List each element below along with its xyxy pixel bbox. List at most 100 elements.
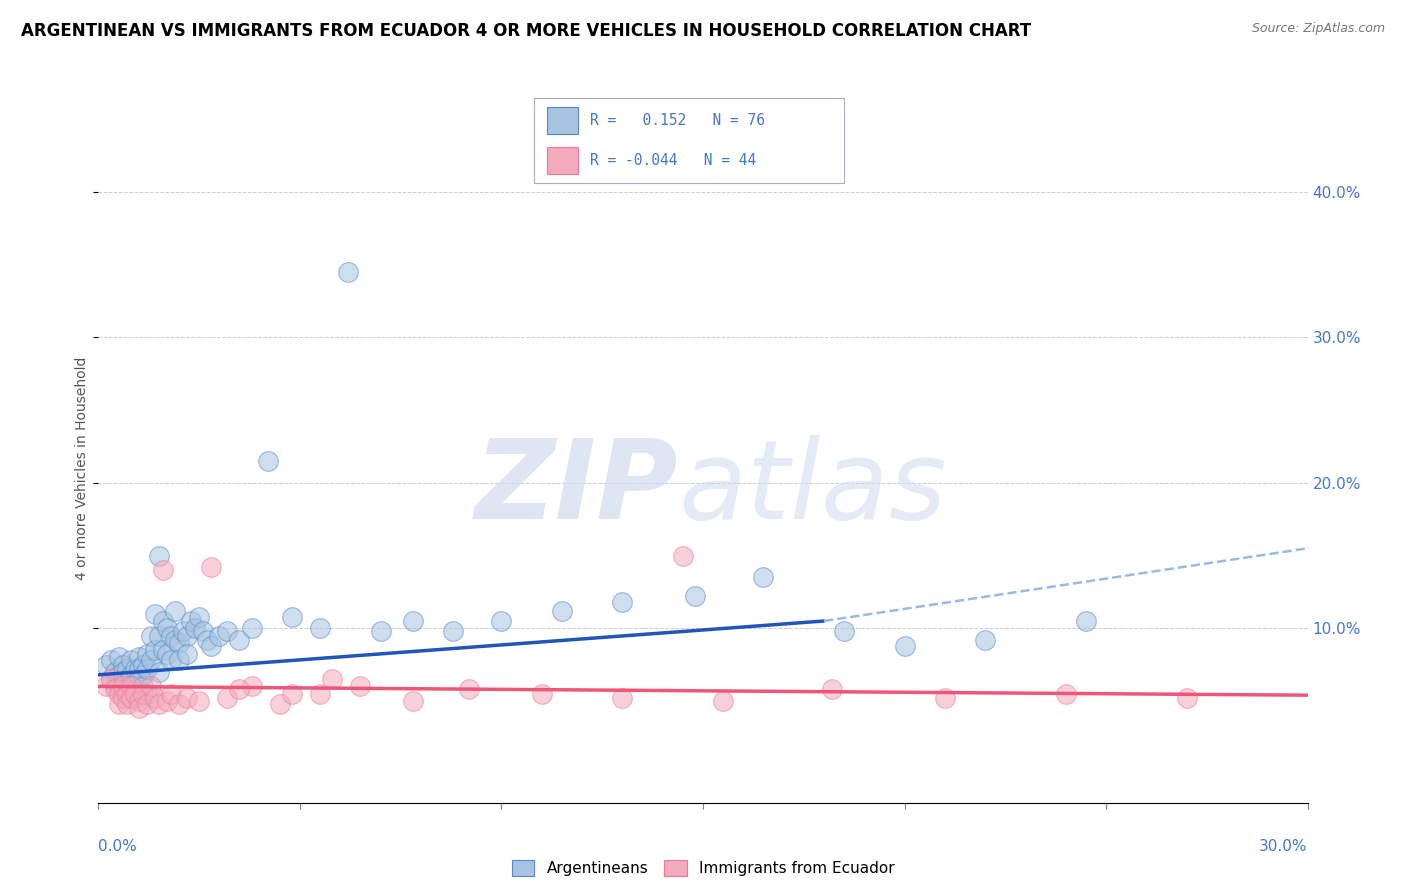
Point — [132, 680, 155, 694]
Point — [148, 549, 170, 563]
Point — [1175, 691, 1198, 706]
Point — [135, 697, 157, 711]
Point — [111, 682, 134, 697]
Point — [148, 697, 170, 711]
Point — [217, 691, 239, 706]
Point — [200, 639, 222, 653]
Point — [458, 682, 481, 697]
Point — [120, 682, 142, 697]
Point — [240, 680, 263, 694]
Point — [139, 628, 162, 642]
Point — [832, 624, 855, 639]
Point — [167, 653, 190, 667]
Point — [370, 624, 392, 639]
Point — [152, 563, 174, 577]
Point — [120, 691, 142, 706]
Point — [188, 694, 211, 708]
Point — [612, 691, 634, 706]
Point — [128, 687, 150, 701]
FancyBboxPatch shape — [547, 147, 578, 175]
Point — [893, 639, 915, 653]
Point — [128, 694, 150, 708]
Point — [200, 560, 222, 574]
Point — [128, 650, 150, 665]
Point — [208, 628, 231, 642]
Point — [228, 632, 250, 647]
Point — [176, 648, 198, 662]
Text: atlas: atlas — [679, 435, 948, 541]
Point — [217, 624, 239, 639]
Point — [1074, 614, 1097, 628]
Point — [683, 589, 706, 603]
Point — [156, 648, 179, 662]
Point — [281, 687, 304, 701]
Point — [167, 636, 190, 650]
Point — [115, 687, 138, 701]
Point — [96, 657, 118, 672]
Point — [143, 691, 166, 706]
Legend: Argentineans, Immigrants from Ecuador: Argentineans, Immigrants from Ecuador — [505, 854, 901, 882]
Point — [240, 621, 263, 635]
Point — [107, 650, 129, 665]
Point — [111, 680, 134, 694]
Point — [167, 697, 190, 711]
Point — [176, 691, 198, 706]
Text: Source: ZipAtlas.com: Source: ZipAtlas.com — [1251, 22, 1385, 36]
Point — [188, 609, 211, 624]
Point — [193, 624, 215, 639]
Point — [402, 614, 425, 628]
Point — [111, 665, 134, 679]
Point — [163, 632, 186, 647]
Point — [132, 687, 155, 701]
Point — [934, 691, 956, 706]
Point — [156, 694, 179, 708]
Point — [152, 614, 174, 628]
Point — [228, 682, 250, 697]
Point — [135, 687, 157, 701]
Point — [135, 662, 157, 676]
Point — [163, 604, 186, 618]
Point — [120, 653, 142, 667]
Point — [491, 614, 513, 628]
FancyBboxPatch shape — [547, 107, 578, 134]
Point — [821, 682, 844, 697]
Point — [139, 680, 162, 694]
Point — [156, 621, 179, 635]
Point — [132, 657, 155, 672]
Point — [135, 648, 157, 662]
Point — [1054, 687, 1077, 701]
Point — [107, 697, 129, 711]
Point — [115, 662, 138, 676]
Point — [124, 687, 146, 701]
Point — [120, 668, 142, 682]
Text: 0.0%: 0.0% — [98, 839, 138, 855]
Point — [124, 691, 146, 706]
Point — [124, 662, 146, 676]
Text: 30.0%: 30.0% — [1260, 839, 1308, 855]
Point — [160, 653, 183, 667]
Point — [143, 607, 166, 621]
Point — [752, 570, 775, 584]
Point — [148, 628, 170, 642]
Point — [160, 687, 183, 701]
Point — [100, 672, 122, 686]
Point — [160, 628, 183, 642]
Text: ZIP: ZIP — [475, 435, 679, 541]
Point — [139, 653, 162, 667]
Point — [180, 614, 202, 628]
Point — [128, 662, 150, 676]
Text: ARGENTINEAN VS IMMIGRANTS FROM ECUADOR 4 OR MORE VEHICLES IN HOUSEHOLD CORRELATI: ARGENTINEAN VS IMMIGRANTS FROM ECUADOR 4… — [21, 22, 1031, 40]
Point — [148, 665, 170, 679]
Point — [309, 621, 332, 635]
Point — [184, 621, 207, 635]
Point — [120, 680, 142, 694]
Text: R = -0.044   N = 44: R = -0.044 N = 44 — [591, 153, 756, 169]
Point — [441, 624, 464, 639]
Point — [551, 604, 574, 618]
Point — [974, 632, 997, 647]
Point — [672, 549, 695, 563]
Point — [103, 680, 125, 694]
Point — [115, 687, 138, 701]
Point — [172, 624, 194, 639]
Point — [100, 653, 122, 667]
